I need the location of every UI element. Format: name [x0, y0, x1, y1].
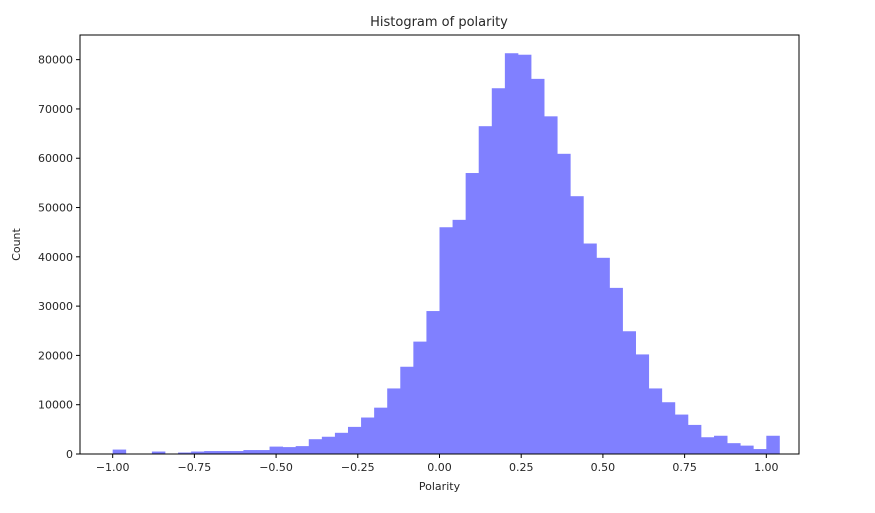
- histogram-bar: [217, 451, 231, 454]
- histogram-bar: [504, 53, 519, 454]
- histogram-bar: [269, 446, 284, 454]
- histogram-bar: [178, 452, 192, 454]
- histogram-bar: [491, 88, 506, 455]
- histogram-bar: [230, 451, 244, 454]
- histogram-bar: [740, 445, 754, 454]
- x-tick-label: 0.50: [591, 461, 616, 474]
- histogram-bar: [622, 331, 636, 454]
- y-tick-label: 0: [66, 448, 73, 461]
- histogram-bar: [112, 449, 127, 454]
- histogram-bar: [321, 436, 336, 454]
- histogram-bar: [387, 388, 401, 454]
- histogram-bar: [544, 116, 558, 454]
- y-tick-label: 50000: [38, 202, 73, 215]
- histogram-bar: [687, 424, 702, 454]
- x-tick-label: 0.25: [509, 461, 534, 474]
- x-axis-label: Polarity: [419, 480, 461, 493]
- histogram-bar: [347, 426, 362, 454]
- histogram-bar: [361, 417, 375, 454]
- x-tick-label: 0.00: [427, 461, 452, 474]
- histogram-bar: [570, 196, 584, 454]
- histogram-bar: [609, 287, 623, 454]
- histogram-bar: [531, 78, 545, 454]
- histogram-bar: [674, 414, 689, 454]
- x-tick-label: −1.00: [96, 461, 130, 474]
- y-tick-label: 30000: [38, 300, 73, 313]
- x-tick-label: −0.25: [341, 461, 375, 474]
- y-tick-label: 40000: [38, 251, 73, 264]
- histogram-bar: [714, 435, 728, 454]
- histogram-bar: [374, 407, 388, 454]
- histogram-bar: [700, 437, 715, 454]
- histogram-bar: [413, 341, 427, 454]
- x-tick-label: 0.75: [672, 461, 697, 474]
- histogram-bar: [308, 439, 323, 454]
- histogram-bar: [478, 126, 493, 454]
- histogram-bar: [282, 447, 297, 454]
- histogram-bar: [439, 227, 453, 454]
- histogram-bar: [635, 354, 650, 454]
- y-tick-label: 10000: [38, 399, 73, 412]
- y-tick-label: 60000: [38, 152, 73, 165]
- x-tick-label: 1.00: [754, 461, 779, 474]
- histogram-bar: [517, 54, 532, 454]
- histogram-bar: [334, 432, 349, 454]
- histogram-bar: [204, 451, 218, 454]
- histogram-bar: [583, 243, 597, 454]
- y-axis-label: Count: [10, 227, 23, 260]
- histogram-bar: [151, 451, 166, 454]
- histogram-bar: [400, 366, 414, 454]
- histogram-bar: [243, 450, 257, 454]
- chart-title: Histogram of polarity: [370, 15, 508, 30]
- x-tick-label: −0.50: [259, 461, 293, 474]
- y-tick-label: 20000: [38, 349, 73, 362]
- histogram-bar: [426, 311, 440, 454]
- bars-group: [112, 53, 780, 455]
- histogram-bar: [648, 388, 663, 454]
- histogram-bar: [661, 402, 676, 454]
- histogram-bar: [295, 446, 310, 454]
- histogram-bar: [753, 449, 767, 454]
- x-axis: −1.00 −0.75 −0.50 −0.25 0.00 0.25 0.50 0.75 1.00: [96, 454, 779, 474]
- y-tick-label: 70000: [38, 103, 73, 116]
- histogram-bar: [557, 153, 571, 454]
- histogram-bar: [596, 257, 610, 454]
- histogram-bar: [727, 443, 741, 454]
- histogram-bar: [766, 435, 780, 454]
- histogram-bar: [465, 173, 480, 454]
- y-axis: 0 10000 20000 30000 40000 50000 60000 70000 8000…: [38, 54, 80, 461]
- histogram-bar: [191, 451, 205, 454]
- y-tick-label: 80000: [38, 54, 73, 67]
- x-tick-label: −0.75: [178, 461, 212, 474]
- histogram-bar: [256, 450, 270, 454]
- histogram-bar: [452, 219, 467, 454]
